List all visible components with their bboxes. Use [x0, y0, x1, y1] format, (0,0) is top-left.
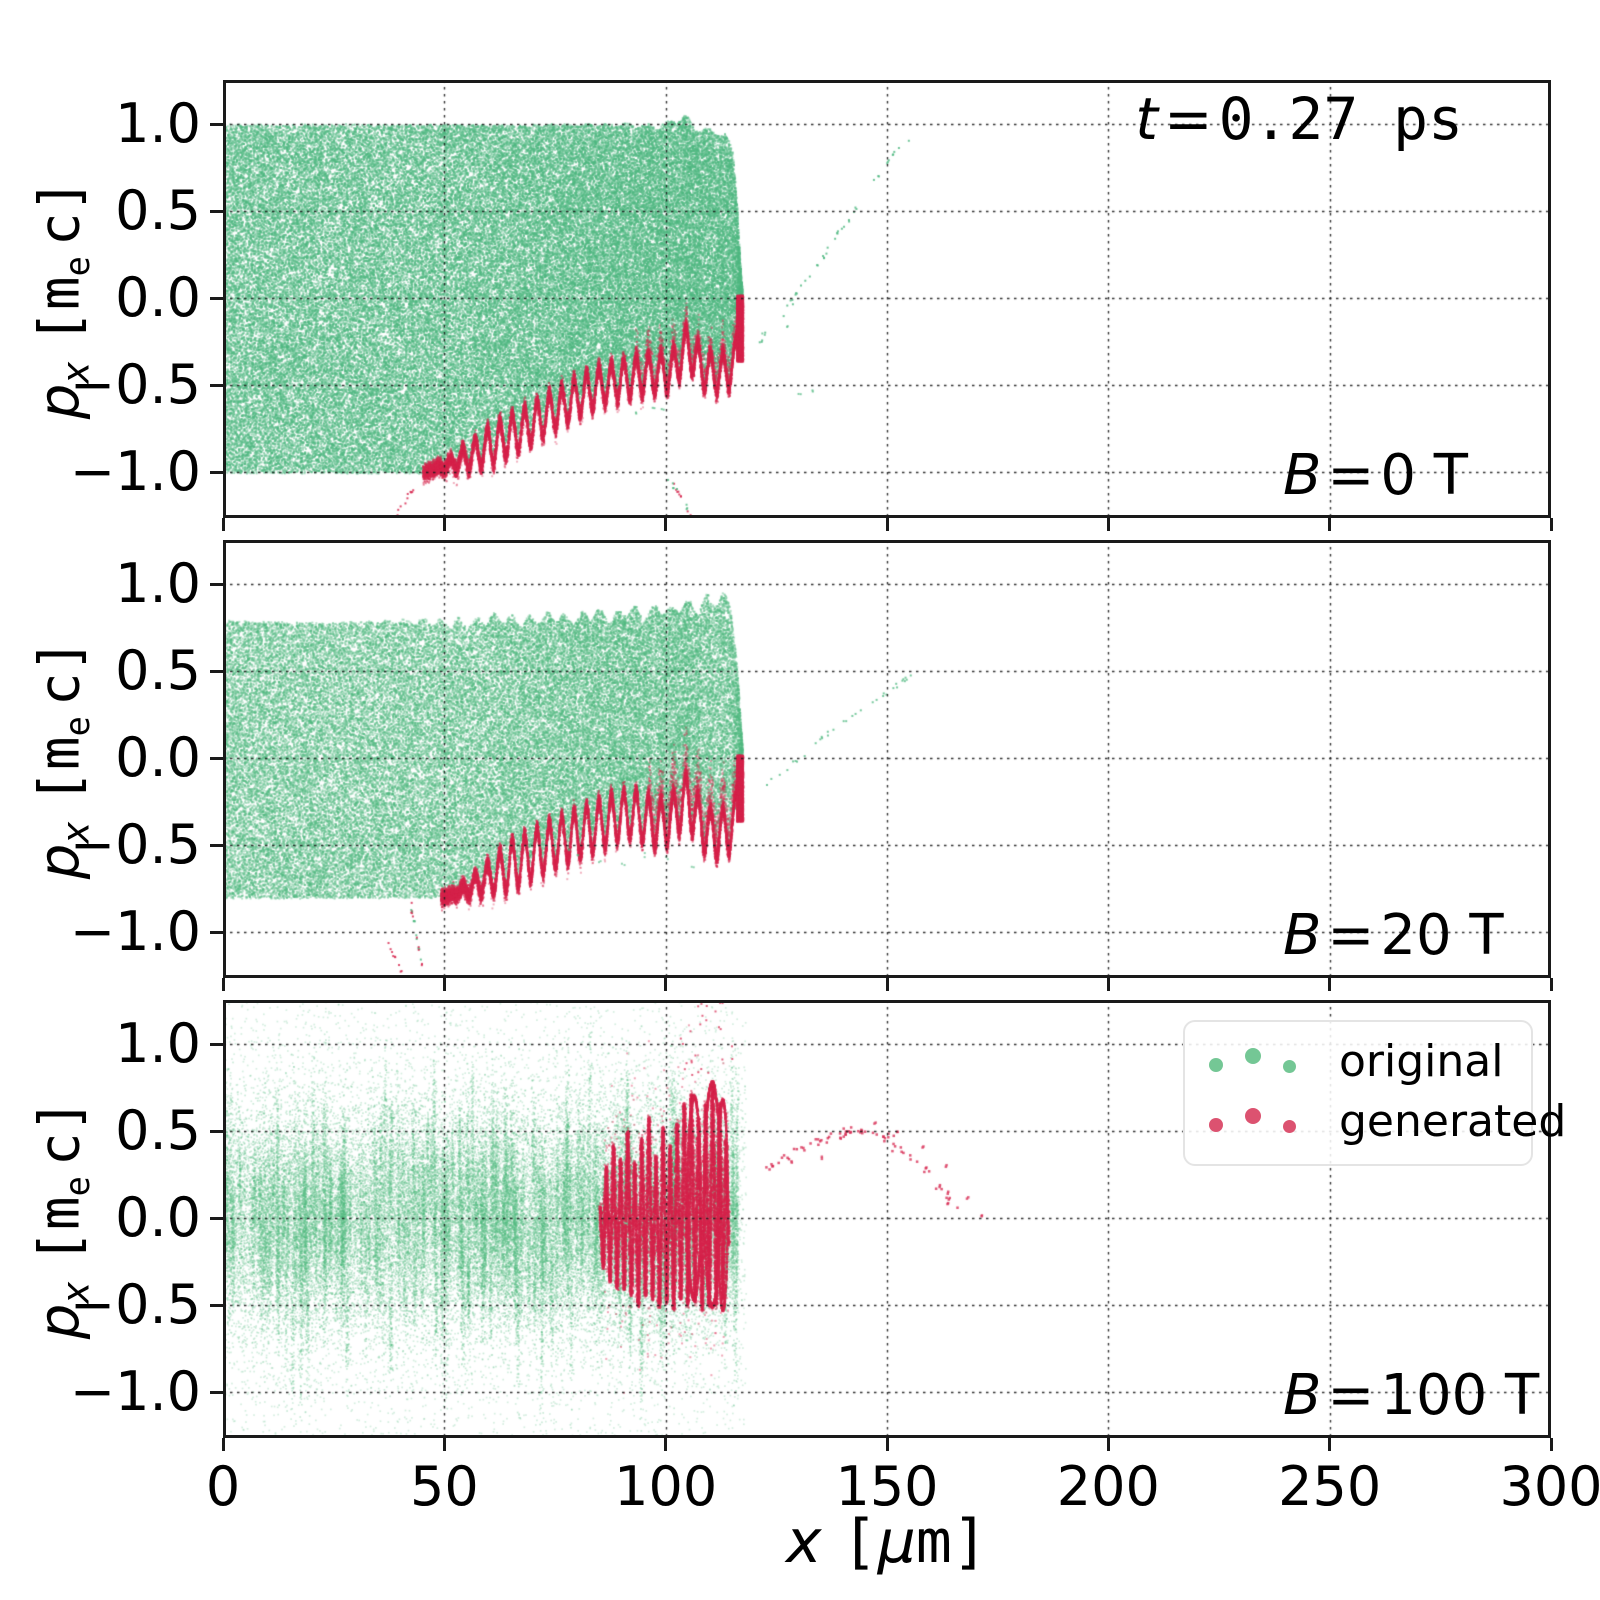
x-axis-label: x [μm]: [785, 1507, 989, 1577]
x-tick-mark: [1549, 1438, 1553, 1451]
subplot-b-0t: t = 0.27 ps B = 0 T: [223, 80, 1551, 518]
y-tick-label: 0.0: [115, 266, 201, 329]
y-tick-mark: [210, 1216, 223, 1220]
x-tick-mark: [1549, 518, 1553, 531]
y-tick-label: 1.0: [115, 92, 201, 155]
legend: original generated: [1183, 1020, 1566, 1166]
x-tick-mark: [664, 518, 668, 531]
scatter-canvas-b-20t: [223, 540, 1551, 978]
legend-marker-generated: [1203, 1092, 1315, 1152]
x-tick-mark: [1328, 518, 1332, 531]
scatter-dot-icon: [1209, 1118, 1223, 1132]
subplot-b-100t: B = 100 T original generated: [223, 1000, 1566, 1438]
x-tick-mark: [1106, 1438, 1110, 1451]
x-tick-mark: [885, 978, 889, 991]
x-tick-label: 250: [1278, 1455, 1382, 1518]
scatter-dot-icon: [1283, 1120, 1296, 1133]
x-tick-mark: [1328, 978, 1332, 991]
scatter-dot-icon: [1245, 1108, 1261, 1124]
y-tick-mark: [210, 930, 223, 934]
x-tick-mark: [221, 518, 225, 531]
y-tick-label: −0.5: [69, 813, 201, 876]
legend-marker-original: [1203, 1032, 1315, 1092]
y-tick-mark: [210, 1042, 223, 1046]
legend-entry-original: original: [1185, 1032, 1531, 1092]
field-annotation-b-100t: B = 100 T: [1283, 1363, 1540, 1428]
y-tick-label: 0.0: [115, 726, 201, 789]
x-tick-mark: [1106, 518, 1110, 531]
legend-label-original: original: [1339, 1036, 1504, 1087]
y-tick-label: −1.0: [69, 900, 201, 963]
time-annotation: t = 0.27 ps: [1135, 85, 1463, 153]
y-tick-mark: [210, 296, 223, 300]
x-tick-mark: [1549, 978, 1553, 991]
subplot-b-20t: B = 20 T: [223, 540, 1551, 978]
y-tick-mark: [210, 1129, 223, 1133]
y-tick-mark: [210, 1390, 223, 1394]
x-tick-mark: [442, 518, 446, 531]
y-tick-mark: [210, 470, 223, 474]
y-tick-label: −1.0: [69, 1360, 201, 1423]
legend-label-generated: generated: [1339, 1096, 1567, 1147]
field-annotation-b-20t: B = 20 T: [1283, 903, 1504, 968]
x-tick-mark: [442, 978, 446, 991]
x-tick-mark: [1106, 978, 1110, 991]
y-tick-label: 1.0: [115, 552, 201, 615]
y-tick-label: −0.5: [69, 353, 201, 416]
y-tick-label: 0.0: [115, 1186, 201, 1249]
scatter-dot-icon: [1283, 1060, 1296, 1073]
x-tick-label: 300: [1499, 1455, 1600, 1518]
y-tick-mark: [210, 843, 223, 847]
x-tick-mark: [885, 1438, 889, 1451]
x-tick-mark: [442, 1438, 446, 1451]
y-tick-label: −1.0: [69, 440, 201, 503]
x-tick-mark: [221, 1438, 225, 1451]
y-tick-mark: [210, 669, 223, 673]
y-tick-label: 0.5: [115, 1099, 201, 1162]
y-tick-mark: [210, 383, 223, 387]
y-tick-label: −0.5: [69, 1273, 201, 1336]
x-tick-label: 200: [1056, 1455, 1160, 1518]
x-tick-label: 0: [205, 1455, 241, 1518]
y-tick-label: 0.5: [115, 179, 201, 242]
y-tick-label: 1.0: [115, 1012, 201, 1075]
x-tick-label: 100: [614, 1455, 718, 1518]
x-tick-mark: [664, 978, 668, 991]
x-tick-mark: [1328, 1438, 1332, 1451]
y-tick-mark: [210, 209, 223, 213]
field-annotation-b-0t: B = 0 T: [1283, 443, 1468, 508]
x-tick-label: 150: [835, 1455, 939, 1518]
x-tick-mark: [221, 978, 225, 991]
x-tick-mark: [664, 1438, 668, 1451]
y-tick-mark: [210, 582, 223, 586]
y-tick-mark: [210, 122, 223, 126]
y-tick-mark: [210, 756, 223, 760]
scatter-dot-icon: [1209, 1058, 1223, 1072]
y-tick-label: 0.5: [115, 639, 201, 702]
x-tick-mark: [885, 518, 889, 531]
legend-entry-generated: generated: [1185, 1092, 1566, 1152]
scatter-dot-icon: [1245, 1048, 1261, 1064]
y-tick-mark: [210, 1303, 223, 1307]
x-tick-label: 50: [409, 1455, 479, 1518]
scatter-canvas-b-0t: [223, 80, 1551, 518]
